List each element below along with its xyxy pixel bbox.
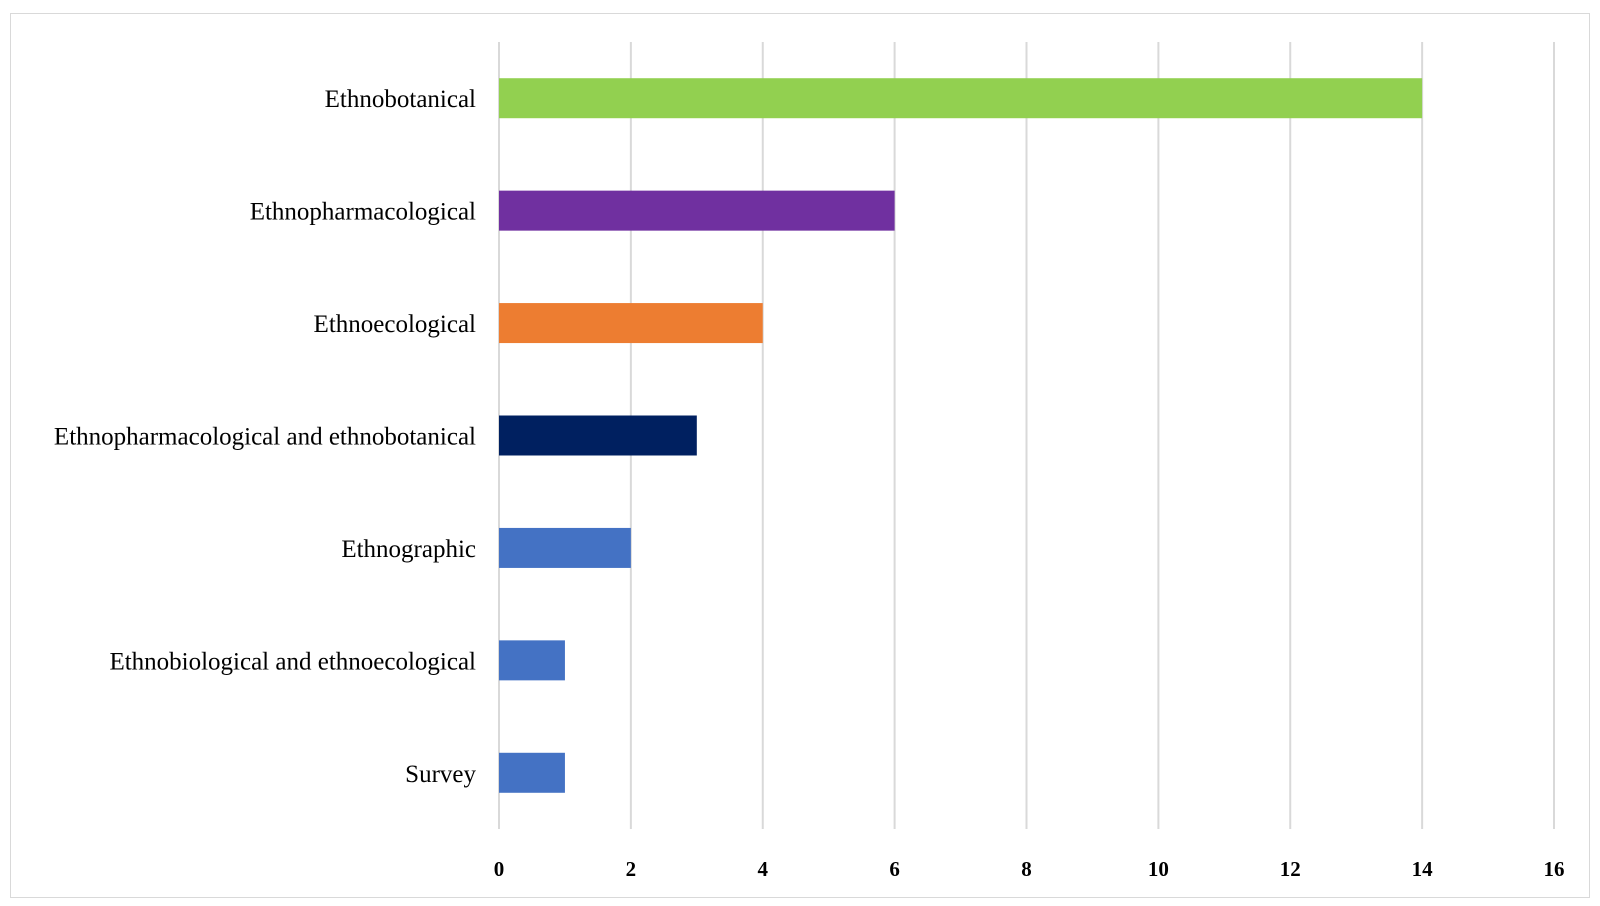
- x-tick-label-0: 0: [494, 857, 505, 881]
- category-labels: Ethnobotanical Ethnopharmacological Ethnoe…: [54, 86, 477, 788]
- category-label-ethnobiological-and-ethnoecological: Ethnobiological and ethnoecological: [109, 648, 476, 675]
- chart-frame: [10, 13, 1590, 898]
- bar-ethnographic: [499, 527, 631, 568]
- bar-ethnoecological: [499, 303, 763, 344]
- x-tick-label-12: 12: [1280, 857, 1301, 881]
- x-axis-ticks: 0 2 4 6 8 10 12 14 16: [494, 857, 1565, 881]
- bar-survey: [499, 752, 565, 793]
- x-tick-label-6: 6: [889, 857, 900, 881]
- x-tick-label-16: 16: [1544, 857, 1565, 881]
- category-label-ethnoecological: Ethnoecological: [314, 311, 476, 338]
- category-label-ethnopharmacological-and-ethnobotanical: Ethnopharmacological and ethnobotanical: [54, 424, 476, 451]
- x-tick-label-8: 8: [1021, 857, 1032, 881]
- category-label-survey: Survey: [405, 761, 476, 788]
- bar-ethnobiological-and-ethnoecological: [499, 640, 565, 681]
- x-tick-label-2: 2: [626, 857, 637, 881]
- x-tick-label-10: 10: [1148, 857, 1169, 881]
- bar-ethnopharmacological: [499, 190, 895, 231]
- bars: [499, 78, 1423, 793]
- category-label-ethnobotanical: Ethnobotanical: [325, 86, 476, 113]
- bar-ethnobotanical: [499, 78, 1423, 119]
- x-tick-label-14: 14: [1412, 857, 1434, 881]
- gridlines: [498, 42, 1555, 829]
- category-label-ethnopharmacological: Ethnopharmacological: [250, 199, 476, 226]
- x-tick-label-4: 4: [758, 857, 769, 881]
- bar-ethnopharmacological-and-ethnobotanical: [499, 415, 697, 456]
- category-label-ethnographic: Ethnographic: [341, 536, 476, 563]
